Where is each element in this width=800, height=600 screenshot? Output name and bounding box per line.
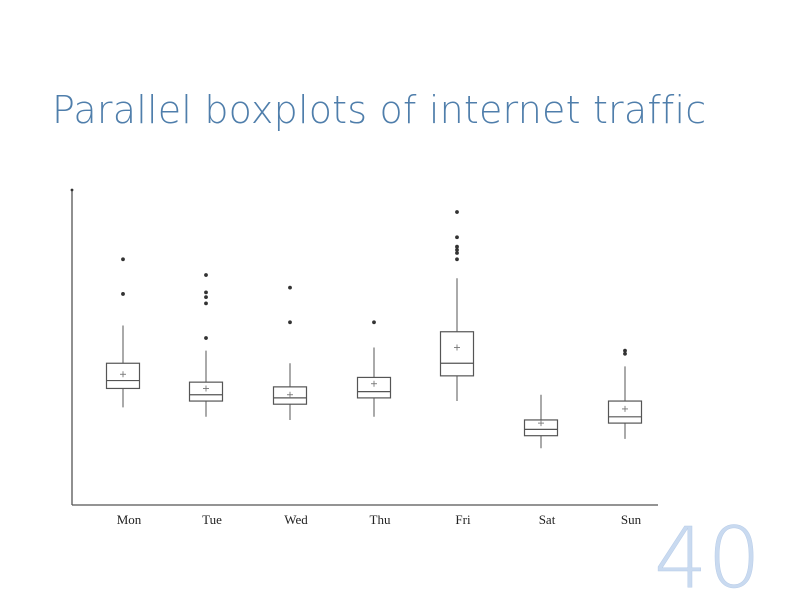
iqr-box <box>356 376 392 399</box>
boxplot-mon <box>105 257 141 408</box>
iqr-box <box>523 419 559 437</box>
outlier-point <box>204 295 208 299</box>
outlier-point <box>121 292 125 296</box>
iqr-box <box>439 331 475 377</box>
iqr-box <box>272 386 308 405</box>
mean-marker <box>538 420 544 427</box>
boxplot-fri <box>439 210 475 402</box>
outlier-point <box>204 301 208 306</box>
x-axis-labels: Mon Tue Wed Thu Fri Sat Sun <box>117 512 642 527</box>
mean-marker <box>622 405 628 412</box>
boxplot-sun <box>607 348 643 439</box>
mean-marker <box>454 344 460 351</box>
boxplot-tue <box>188 273 224 417</box>
x-tick-label-wed: Wed <box>284 512 308 527</box>
mean-marker <box>371 380 377 387</box>
outlier-point <box>623 348 627 353</box>
outlier-point <box>623 351 627 356</box>
x-tick-label-sat: Sat <box>539 512 556 527</box>
outlier-point <box>455 244 459 249</box>
boxplot-thu <box>356 320 392 417</box>
x-tick-label-tue: Tue <box>202 512 222 527</box>
outlier-point <box>455 210 459 214</box>
outlier-point <box>455 235 459 240</box>
x-tick-label-mon: Mon <box>117 512 142 527</box>
outlier-point <box>455 251 459 255</box>
mean-marker <box>203 385 209 392</box>
outlier-point <box>121 257 125 262</box>
slide-title: Parallel boxplots of internet traffic <box>52 88 707 132</box>
iqr-box <box>607 400 643 424</box>
x-tick-label-sun: Sun <box>621 512 642 527</box>
chart-axes <box>70 188 658 506</box>
outlier-point <box>455 257 459 262</box>
outlier-point <box>288 285 292 290</box>
boxplot-wed <box>272 285 308 420</box>
mean-marker <box>287 391 293 398</box>
boxplot-series <box>105 210 643 449</box>
iqr-box <box>188 381 224 402</box>
outlier-point <box>372 320 376 325</box>
outlier-point <box>455 247 459 252</box>
slide-number: 40 <box>654 516 761 600</box>
x-tick-label-fri: Fri <box>455 512 471 527</box>
y-axis-end-mark <box>70 188 74 192</box>
outlier-point <box>204 273 208 277</box>
outlier-point <box>204 290 208 295</box>
boxplot-sat <box>523 394 559 449</box>
mean-marker <box>120 371 126 378</box>
x-tick-label-thu: Thu <box>370 512 391 527</box>
outlier-point <box>204 336 208 340</box>
iqr-box <box>105 362 141 390</box>
outlier-point <box>288 320 292 325</box>
